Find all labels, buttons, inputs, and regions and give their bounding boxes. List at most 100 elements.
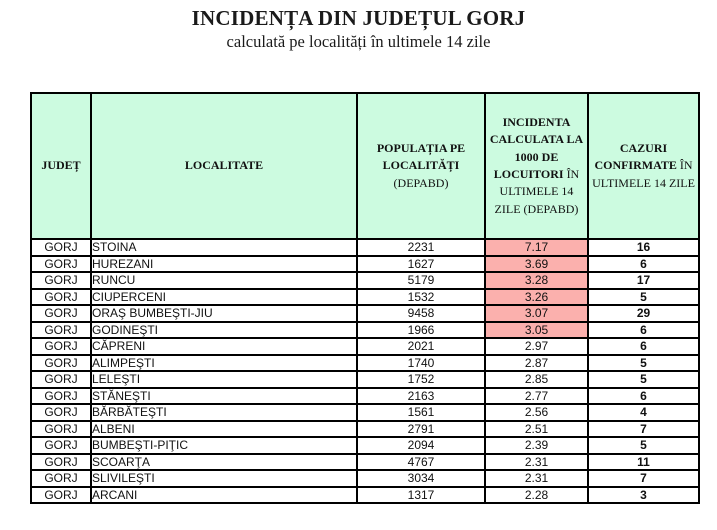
populatia-cell: 2163	[356, 386, 486, 405]
cazuri-cell: 5	[587, 436, 700, 455]
populatia-cell: 1561	[356, 403, 486, 422]
table-row: GORJ STOINA 2231 7.17 16	[30, 238, 700, 257]
judet-cell: GORJ	[30, 452, 92, 471]
localitate-cell: ARCANI	[90, 485, 358, 504]
localitate-cell: CĂPRENI	[90, 337, 358, 356]
localitate-cell: STĂNEŞTI	[90, 386, 358, 405]
localitate-cell: BUMBEŞTI-PIŢIC	[90, 436, 358, 455]
column-header-localitate: LOCALITATE	[90, 92, 358, 240]
table-row: GORJ SCOARŢA 4767 2.31 11	[30, 452, 700, 471]
page-subtitle: calculată pe localități în ultimele 14 z…	[226, 32, 491, 52]
header-populatia-label-rest: (DEPABD)	[393, 175, 449, 190]
judet-cell: GORJ	[30, 485, 92, 504]
incidenta-cell: 3.69	[484, 254, 589, 273]
localitate-cell: LELEŞTI	[90, 370, 358, 389]
populatia-cell: 1627	[356, 254, 486, 273]
judet-cell: GORJ	[30, 353, 92, 372]
judet-cell: GORJ	[30, 386, 92, 405]
incidenta-cell: 2.31	[484, 469, 589, 488]
header-row: JUDEȚ LOCALITATE POPULAȚIA PE LOCALITĂȚI…	[30, 92, 700, 240]
judet-cell: GORJ	[30, 287, 92, 306]
table-row: GORJ CIUPERCENI 1532 3.26 5	[30, 287, 700, 306]
judet-cell: GORJ	[30, 370, 92, 389]
table-body: GORJ STOINA 2231 7.17 16 GORJ HUREZANI 1627 3.69…	[30, 238, 700, 504]
populatia-cell: 9458	[356, 304, 486, 323]
table-row: GORJ ALBENI 2791 2.51 7	[30, 419, 700, 438]
table-row: GORJ RUNCU 5179 3.28 17	[30, 271, 700, 290]
judet-cell: GORJ	[30, 436, 92, 455]
populatia-cell: 2231	[356, 238, 486, 257]
cazuri-cell: 17	[587, 271, 700, 290]
incidenta-cell: 2.97	[484, 337, 589, 356]
populatia-cell: 5179	[356, 271, 486, 290]
judet-cell: GORJ	[30, 469, 92, 488]
incidenta-cell: 2.39	[484, 436, 589, 455]
populatia-cell: 2094	[356, 436, 486, 455]
judet-cell: GORJ	[30, 403, 92, 422]
table-header: JUDEȚ LOCALITATE POPULAȚIA PE LOCALITĂȚI…	[30, 92, 700, 240]
populatia-cell: 1532	[356, 287, 486, 306]
incidenta-cell: 2.28	[484, 485, 589, 504]
column-header-populatia: POPULAȚIA PE LOCALITĂȚI (DEPABD)	[356, 92, 486, 240]
incidenta-cell: 2.77	[484, 386, 589, 405]
incidenta-cell: 2.87	[484, 353, 589, 372]
judet-cell: GORJ	[30, 271, 92, 290]
cazuri-cell: 5	[587, 287, 700, 306]
incidenta-cell: 2.56	[484, 403, 589, 422]
localitate-cell: BĂRBĂTEŞTI	[90, 403, 358, 422]
header-localitate-label: LOCALITATE	[184, 158, 264, 173]
judet-cell: GORJ	[30, 419, 92, 438]
cazuri-cell: 11	[587, 452, 700, 471]
cazuri-cell: 6	[587, 254, 700, 273]
title-block: INCIDENȚA DIN JUDEȚUL GORJ calculată pe …	[0, 6, 717, 52]
cazuri-cell: 5	[587, 353, 700, 372]
table-row: GORJ BUMBEŞTI-PIŢIC 2094 2.39 5	[30, 436, 700, 455]
table-row: GORJ BĂRBĂTEŞTI 1561 2.56 4	[30, 403, 700, 422]
cazuri-cell: 4	[587, 403, 700, 422]
header-populatia-label-bold: POPULAȚIA PE LOCALITĂȚI	[376, 140, 466, 173]
judet-cell: GORJ	[30, 254, 92, 273]
cazuri-cell: 6	[587, 386, 700, 405]
header-cazuri-label-bold: CAZURI CONFIRMATE	[594, 140, 677, 173]
incidenta-cell: 7.17	[484, 238, 589, 257]
localitate-cell: ALBENI	[90, 419, 358, 438]
incidenta-cell: 3.05	[484, 320, 589, 339]
header-judet-label: JUDEȚ	[41, 158, 81, 173]
populatia-cell: 3034	[356, 469, 486, 488]
populatia-cell: 2021	[356, 337, 486, 356]
incidenta-cell: 2.51	[484, 419, 589, 438]
localitate-cell: STOINA	[90, 238, 358, 257]
localitate-cell: SCOARŢA	[90, 452, 358, 471]
localitate-cell: HUREZANI	[90, 254, 358, 273]
incidenta-cell: 3.07	[484, 304, 589, 323]
table-row: GORJ GODINEŞTI 1966 3.05 6	[30, 320, 700, 339]
column-header-cazuri: CAZURI CONFIRMATE ÎN ULTIMELE 14 ZILE	[587, 92, 700, 240]
populatia-cell: 1752	[356, 370, 486, 389]
table-row: GORJ SLIVILEŞTI 3034 2.31 7	[30, 469, 700, 488]
populatia-cell: 2791	[356, 419, 486, 438]
column-header-judet: JUDEȚ	[30, 92, 92, 240]
localitate-cell: RUNCU	[90, 271, 358, 290]
populatia-cell: 4767	[356, 452, 486, 471]
judet-cell: GORJ	[30, 320, 92, 339]
localitate-cell: CIUPERCENI	[90, 287, 358, 306]
judet-cell: GORJ	[30, 304, 92, 323]
localitate-cell: ALIMPEŞTI	[90, 353, 358, 372]
table-row: GORJ STĂNEŞTI 2163 2.77 6	[30, 386, 700, 405]
header-incidenta-label-rest: ÎN ULTIMELE 14 ZILE (DEPABD)	[494, 167, 580, 216]
table-row: GORJ CĂPRENI 2021 2.97 6	[30, 337, 700, 356]
incidence-table: JUDEȚ LOCALITATE POPULAȚIA PE LOCALITĂȚI…	[30, 92, 700, 504]
cazuri-cell: 29	[587, 304, 700, 323]
incidenta-cell: 3.26	[484, 287, 589, 306]
header-cazuri-label-rest: ÎN ULTIMELE 14 ZILE	[592, 158, 695, 190]
localitate-cell: ORAŞ BUMBEŞTI-JIU	[90, 304, 358, 323]
localitate-cell: SLIVILEŞTI	[90, 469, 358, 488]
populatia-cell: 1317	[356, 485, 486, 504]
cazuri-cell: 6	[587, 320, 700, 339]
cazuri-cell: 5	[587, 370, 700, 389]
table-row: GORJ LELEŞTI 1752 2.85 5	[30, 370, 700, 389]
table-row: GORJ ORAŞ BUMBEŞTI-JIU 9458 3.07 29	[30, 304, 700, 323]
incidenta-cell: 2.85	[484, 370, 589, 389]
table-row: GORJ ALIMPEŞTI 1740 2.87 5	[30, 353, 700, 372]
